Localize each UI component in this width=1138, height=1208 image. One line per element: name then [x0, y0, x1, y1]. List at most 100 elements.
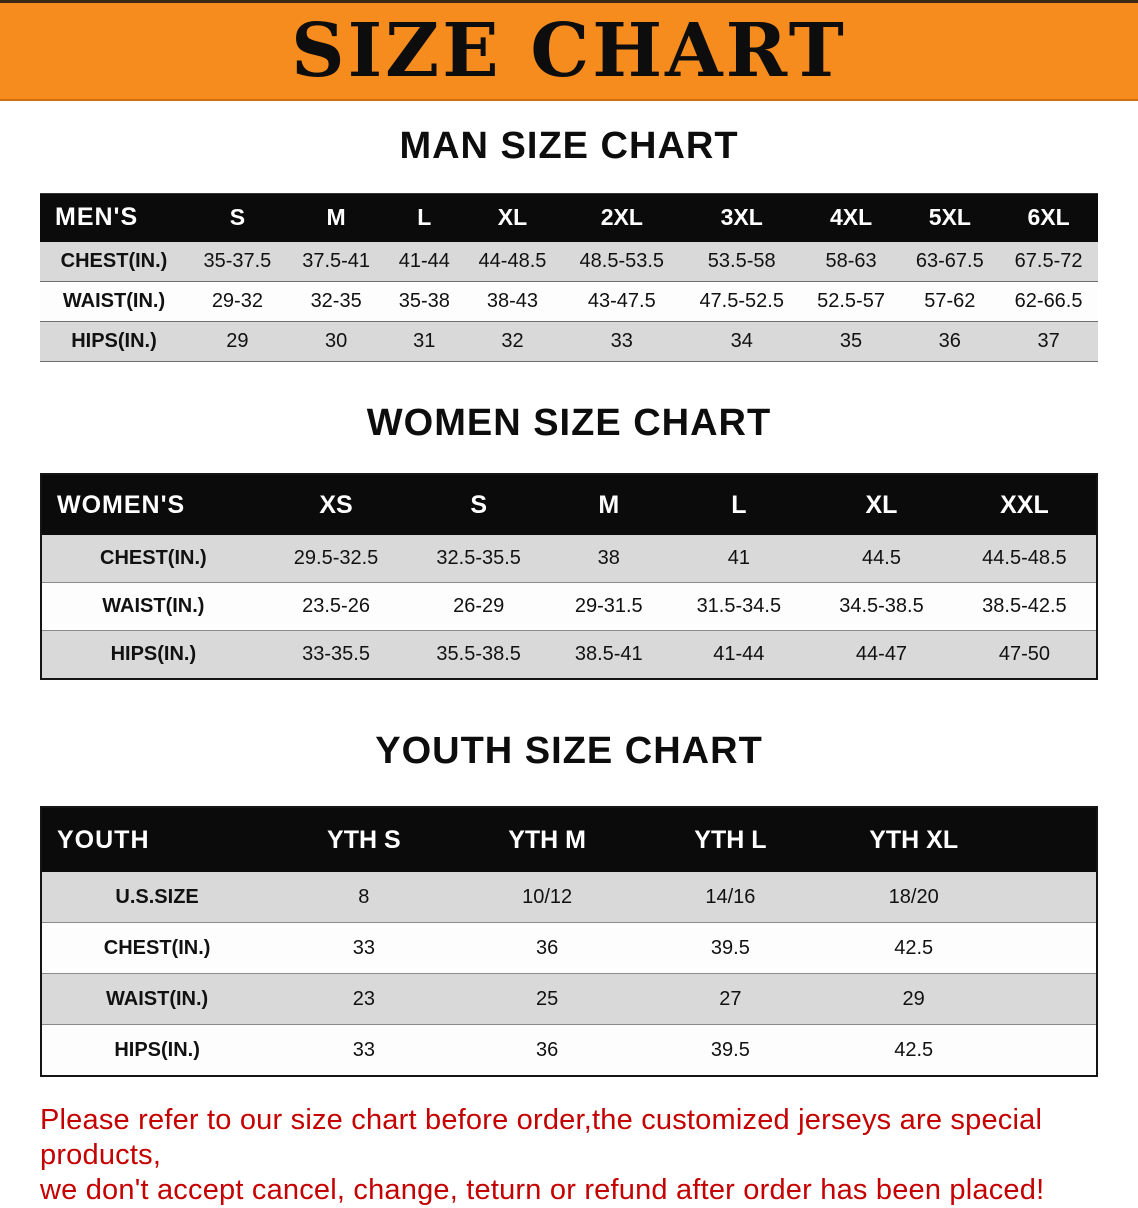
- size-column-header: L: [667, 474, 811, 536]
- filler-cell: [1005, 922, 1097, 975]
- table-row: HIPS(IN.) 29 30 31 32 33 34 35 36 37: [40, 321, 1098, 362]
- footer-note: Please refer to our size chart before or…: [40, 1103, 1138, 1208]
- size-column-header: 2XL: [561, 193, 682, 242]
- filler-cell: [1005, 807, 1097, 873]
- value-cell: 44-48.5: [463, 241, 562, 282]
- size-column-header: YTH XL: [822, 807, 1006, 873]
- value-cell: 18/20: [822, 872, 1006, 924]
- table-row: CHEST(IN.) 35-37.5 37.5-41 41-44 44-48.5 48.5…: [40, 241, 1098, 282]
- women-size-table: WOMEN'S XS S M L XL XXL CHEST(IN.) 29.5-32.5 32.5…: [40, 473, 1098, 681]
- value-cell: 8: [272, 872, 456, 924]
- size-column-header: XL: [463, 193, 562, 242]
- value-cell: 37.5-41: [286, 241, 386, 282]
- filler-cell: [1005, 872, 1097, 924]
- value-cell: 36: [900, 321, 1000, 362]
- table-row: CHEST(IN.) 29.5-32.5 32.5-35.5 38 41 44.5 44.5…: [41, 535, 1097, 584]
- value-cell: 29-32: [188, 281, 287, 322]
- value-cell: 42.5: [822, 922, 1006, 975]
- size-column-header: 4XL: [801, 193, 901, 242]
- youth-size-section: YOUTH SIZE CHART YOUTH YTH S YTH M YTH L YTH…: [0, 730, 1138, 1078]
- value-cell: 39.5: [638, 922, 823, 975]
- row-label-cell: HIPS(IN.): [41, 1024, 273, 1077]
- value-cell: 57-62: [900, 281, 1000, 322]
- row-label-cell: U.S.SIZE: [41, 872, 273, 924]
- value-cell: 62-66.5: [999, 281, 1098, 322]
- value-cell: 43-47.5: [561, 281, 682, 322]
- value-cell: 32: [463, 321, 562, 362]
- youth-size-table: YOUTH YTH S YTH M YTH L YTH XL U.S.SIZE 8 10/12…: [40, 806, 1098, 1078]
- value-cell: 23.5-26: [264, 582, 408, 632]
- footer-note-line-2: we don't accept cancel, change, teturn o…: [40, 1174, 1045, 1207]
- footer-note-line-1: Please refer to our size chart before or…: [40, 1104, 1043, 1172]
- value-cell: 44.5-48.5: [952, 535, 1097, 584]
- size-column-header: YTH M: [455, 807, 639, 873]
- value-cell: 31: [385, 321, 464, 362]
- value-cell: 44.5: [810, 535, 953, 584]
- table-title-cell: WOMEN'S: [41, 474, 265, 536]
- value-cell: 41-44: [667, 630, 811, 680]
- banner: SIZE CHART: [0, 0, 1138, 101]
- value-cell: 32.5-35.5: [407, 535, 551, 584]
- table-row: HIPS(IN.) 33 36 39.5 42.5: [41, 1024, 1097, 1077]
- value-cell: 26-29: [407, 582, 551, 632]
- value-cell: 14/16: [638, 872, 823, 924]
- value-cell: 38.5-42.5: [952, 582, 1097, 632]
- men-size-table: MEN'S S M L XL 2XL 3XL 4XL 5XL 6XL CHEST(IN.) 35-37…: [40, 192, 1098, 362]
- value-cell: 67.5-72: [999, 241, 1098, 282]
- value-cell: 37: [999, 321, 1098, 362]
- table-header-row: YOUTH YTH S YTH M YTH L YTH XL: [41, 807, 1097, 873]
- row-label-cell: HIPS(IN.): [40, 321, 189, 362]
- value-cell: 33: [561, 321, 682, 362]
- value-cell: 35-37.5: [188, 241, 287, 282]
- value-cell: 23: [272, 973, 456, 1026]
- row-label-cell: CHEST(IN.): [40, 241, 189, 282]
- value-cell: 38: [550, 535, 668, 584]
- table-row: HIPS(IN.) 33-35.5 35.5-38.5 38.5-41 41-44 44-…: [41, 630, 1097, 680]
- value-cell: 29: [822, 973, 1006, 1026]
- size-column-header: XL: [810, 474, 953, 536]
- table-row: U.S.SIZE 8 10/12 14/16 18/20: [41, 872, 1097, 924]
- value-cell: 35: [801, 321, 901, 362]
- size-column-header: L: [385, 193, 464, 242]
- table-row: WAIST(IN.) 23 25 27 29: [41, 973, 1097, 1026]
- value-cell: 38-43: [463, 281, 562, 322]
- size-column-header: YTH L: [638, 807, 823, 873]
- value-cell: 25: [455, 973, 639, 1026]
- value-cell: 44-47: [810, 630, 953, 680]
- value-cell: 10/12: [455, 872, 639, 924]
- value-cell: 38.5-41: [550, 630, 668, 680]
- men-section-heading: MAN SIZE CHART: [399, 125, 739, 167]
- value-cell: 53.5-58: [681, 241, 802, 282]
- value-cell: 33: [272, 1024, 456, 1077]
- size-column-header: S: [188, 193, 287, 242]
- table-header-row: WOMEN'S XS S M L XL XXL: [41, 474, 1097, 536]
- women-section-heading: WOMEN SIZE CHART: [366, 401, 772, 444]
- size-column-header: 6XL: [999, 193, 1098, 242]
- table-title-cell: MEN'S: [40, 193, 189, 242]
- page-title: SIZE CHART: [291, 8, 847, 94]
- table-row: WAIST(IN.) 23.5-26 26-29 29-31.5 31.5-34.5 34…: [41, 582, 1097, 632]
- size-column-header: XXL: [952, 474, 1097, 536]
- value-cell: 29: [188, 321, 287, 362]
- row-label-cell: CHEST(IN.): [41, 922, 273, 975]
- size-column-header: M: [286, 193, 386, 242]
- table-row: WAIST(IN.) 29-32 32-35 35-38 38-43 43-47.5 47.…: [40, 281, 1098, 322]
- row-label-cell: HIPS(IN.): [41, 630, 265, 680]
- size-column-header: XS: [264, 474, 408, 536]
- row-label-cell: WAIST(IN.): [40, 281, 189, 322]
- men-size-section: MAN SIZE CHART MEN'S S M L XL 2XL 3XL 4XL 5XL 6XL…: [0, 125, 1138, 362]
- table-row: CHEST(IN.) 33 36 39.5 42.5: [41, 922, 1097, 975]
- value-cell: 29-31.5: [550, 582, 668, 632]
- value-cell: 36: [455, 1024, 639, 1077]
- value-cell: 52.5-57: [801, 281, 901, 322]
- women-size-section: WOMEN SIZE CHART WOMEN'S XS S M L XL XXL CHEST(…: [0, 402, 1138, 681]
- youth-section-heading: YOUTH SIZE CHART: [375, 730, 763, 773]
- value-cell: 32-35: [286, 281, 386, 322]
- value-cell: 27: [638, 973, 823, 1026]
- value-cell: 47-50: [952, 630, 1097, 680]
- table-title-cell: YOUTH: [41, 807, 273, 873]
- value-cell: 41: [667, 535, 811, 584]
- value-cell: 31.5-34.5: [667, 582, 811, 632]
- value-cell: 35.5-38.5: [407, 630, 551, 680]
